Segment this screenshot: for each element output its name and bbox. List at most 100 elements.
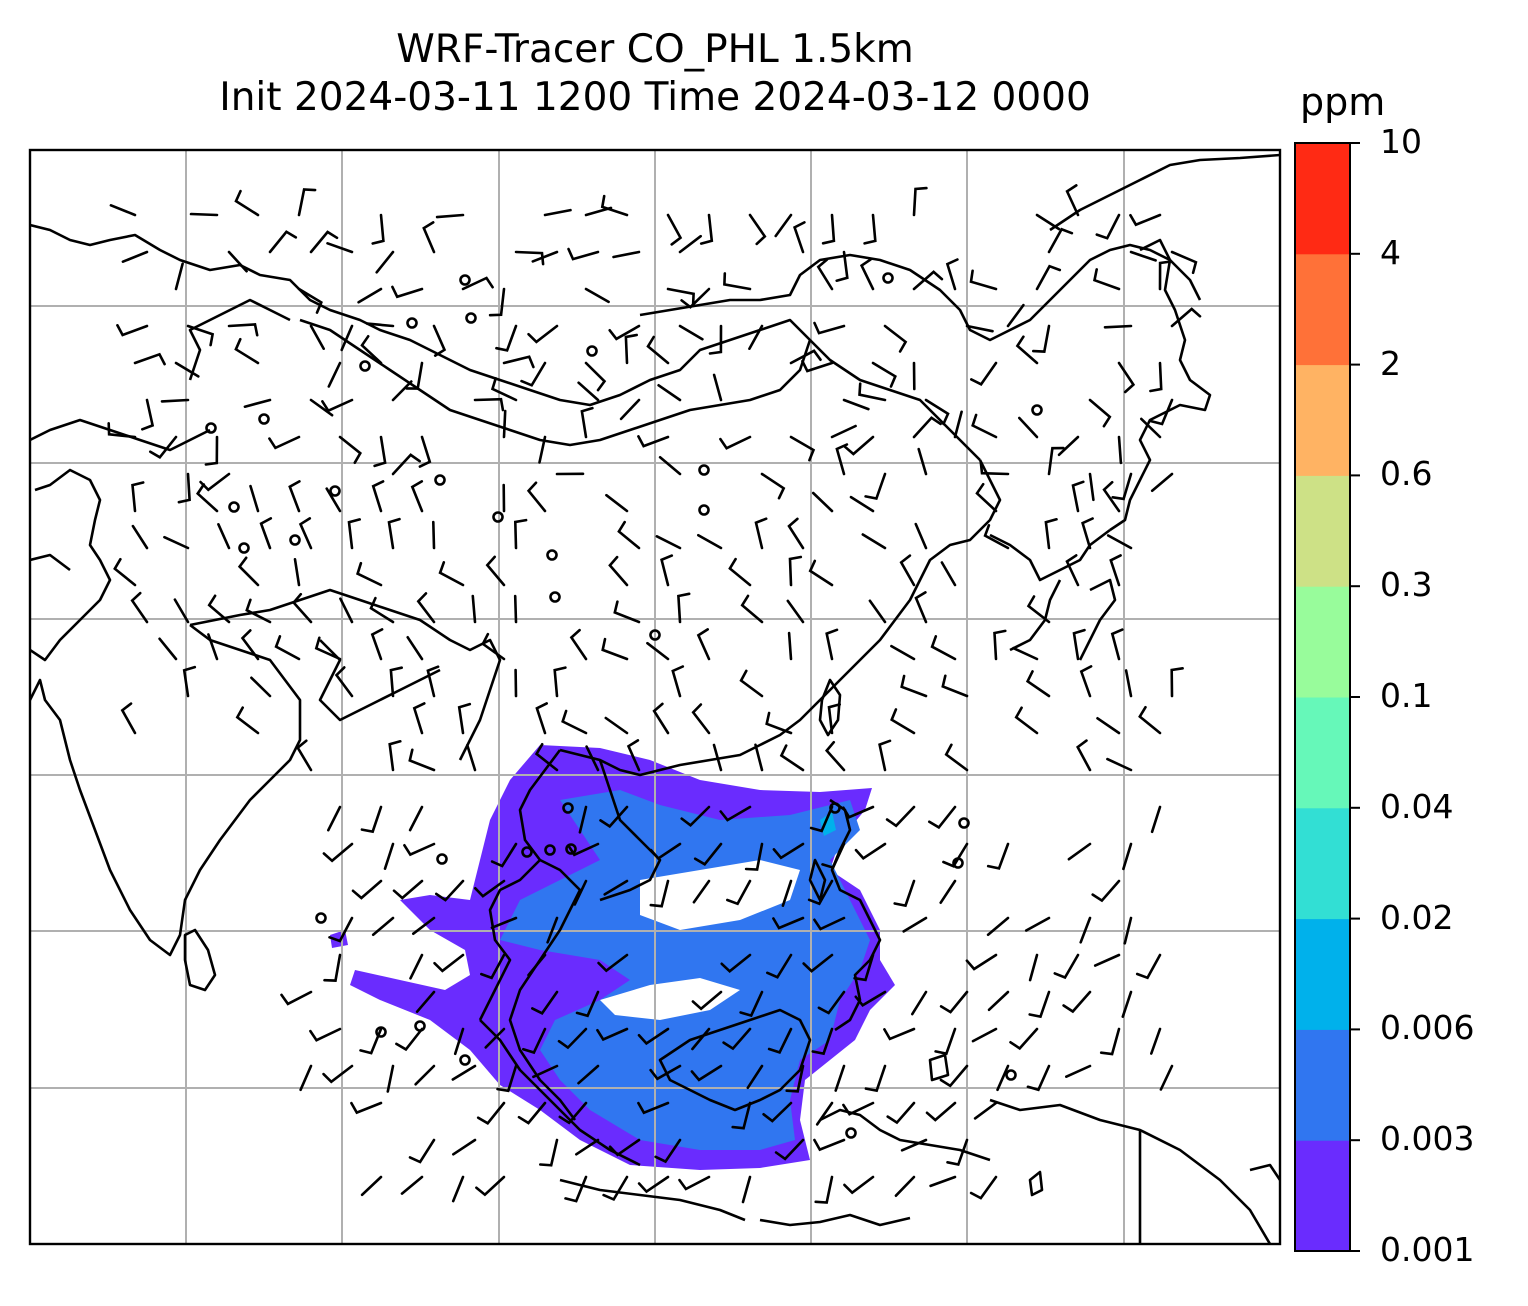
wind-barb bbox=[814, 1175, 834, 1204]
wind-barb bbox=[816, 258, 834, 291]
wind-barb bbox=[912, 186, 928, 217]
wind-barb bbox=[649, 842, 682, 861]
wind-barb bbox=[539, 1138, 559, 1167]
wind-barb bbox=[965, 953, 998, 971]
wind-barb bbox=[608, 555, 629, 587]
wind-barb bbox=[941, 674, 969, 698]
wind-barb bbox=[658, 456, 682, 476]
wind-barb bbox=[580, 406, 594, 439]
coastline-china-east bbox=[559, 459, 1002, 777]
wind-barb bbox=[130, 591, 149, 624]
wind-barb bbox=[514, 250, 545, 266]
wind-barb bbox=[578, 805, 588, 834]
colorbar-segment bbox=[1295, 697, 1350, 809]
colorbar-segment bbox=[1295, 364, 1350, 476]
coastline-india bbox=[30, 468, 302, 957]
wind-barb bbox=[268, 230, 298, 254]
wind-barb bbox=[227, 323, 259, 337]
wind-barb bbox=[613, 600, 641, 624]
wind-barb bbox=[1079, 665, 1093, 698]
colorbar-tick-label: 0.02 bbox=[1380, 897, 1454, 937]
wind-barb bbox=[996, 1064, 1010, 1092]
wind-barb bbox=[924, 398, 950, 426]
wind-barb bbox=[116, 324, 149, 337]
colorbar-segment bbox=[1295, 1029, 1350, 1141]
wind-barb bbox=[1025, 670, 1051, 698]
wind-barb bbox=[671, 665, 685, 698]
wind-barb bbox=[245, 598, 272, 624]
wind-barb bbox=[708, 324, 723, 355]
wind-barb bbox=[637, 1027, 670, 1046]
wind-barb bbox=[173, 598, 190, 624]
wind-barb bbox=[577, 1064, 600, 1085]
wind-barb bbox=[612, 250, 641, 259]
wind-barb bbox=[766, 953, 793, 979]
wind-barb bbox=[365, 322, 395, 328]
wind-barb bbox=[327, 805, 342, 832]
wind-barb bbox=[240, 629, 260, 661]
wind-barb bbox=[575, 990, 600, 1018]
wind-barb bbox=[723, 272, 752, 291]
wind-barb bbox=[435, 213, 465, 219]
wind-barb bbox=[815, 1101, 834, 1126]
colorbar-tick-label: 2 bbox=[1380, 343, 1401, 383]
wind-barb bbox=[813, 916, 846, 931]
wind-barb bbox=[817, 990, 846, 1015]
wind-barb bbox=[748, 324, 764, 350]
wind-barb bbox=[772, 842, 805, 860]
coastline-taiwan bbox=[818, 678, 842, 737]
wind-barb bbox=[360, 335, 383, 365]
wind-barb bbox=[678, 1175, 711, 1191]
wind-barb bbox=[666, 213, 683, 246]
wind-barb bbox=[451, 1175, 465, 1203]
colorbar-tick-label: 10 bbox=[1380, 122, 1422, 161]
wind-barb bbox=[386, 1064, 395, 1093]
wind-barb bbox=[1129, 213, 1162, 227]
wind-barb bbox=[646, 641, 670, 661]
wind-barb bbox=[569, 628, 588, 661]
wind-barb bbox=[1065, 1064, 1092, 1078]
wind-barb bbox=[195, 483, 219, 513]
wind-barb bbox=[322, 842, 354, 863]
wind-barb bbox=[678, 324, 704, 341]
wind-barb bbox=[400, 1175, 424, 1195]
wind-barb bbox=[762, 1101, 793, 1123]
wind-barb bbox=[408, 805, 424, 832]
wind-barb bbox=[484, 1027, 506, 1049]
wind-barb bbox=[250, 676, 272, 698]
coastline-borneo bbox=[658, 1008, 812, 1112]
wind-barb bbox=[326, 242, 354, 254]
wind-barb bbox=[577, 381, 600, 402]
title-line-2: Init 2024-03-11 1200 Time 2024-03-12 000… bbox=[219, 75, 1091, 120]
wind-barb bbox=[802, 953, 834, 973]
wind-barb bbox=[435, 879, 465, 902]
wind-barb bbox=[107, 422, 137, 439]
wind-barb bbox=[744, 842, 764, 871]
wind-barb bbox=[1091, 879, 1121, 903]
wind-barb bbox=[842, 805, 875, 819]
wind-barb bbox=[502, 409, 507, 439]
wind-barb bbox=[900, 1138, 928, 1152]
wind-barb bbox=[781, 879, 793, 907]
wind-barb bbox=[567, 842, 600, 857]
colorbar-tick-label: 0.006 bbox=[1380, 1008, 1475, 1048]
wind-barb bbox=[321, 398, 354, 413]
wind-barb-calm bbox=[375, 1026, 387, 1038]
wind-barb bbox=[388, 740, 402, 772]
wind-barb bbox=[883, 1027, 916, 1041]
wind-barb bbox=[911, 990, 928, 1016]
wind-barb bbox=[1135, 953, 1162, 980]
wind-barb bbox=[722, 1027, 752, 1051]
wind-barb bbox=[160, 398, 190, 403]
title-line-1: WRF-Tracer CO_PHL 1.5km bbox=[396, 27, 914, 72]
wind-barb bbox=[534, 743, 559, 772]
wind-barb bbox=[288, 480, 301, 513]
wind-barb bbox=[971, 413, 998, 439]
wind-barb bbox=[370, 628, 384, 661]
wind-barb bbox=[691, 1027, 711, 1051]
wind-barb-calm bbox=[406, 317, 418, 329]
wind-barb bbox=[163, 535, 190, 550]
wind-barb bbox=[360, 805, 383, 834]
wind-barb-calm bbox=[845, 1127, 857, 1139]
wind-barb bbox=[886, 1101, 916, 1125]
